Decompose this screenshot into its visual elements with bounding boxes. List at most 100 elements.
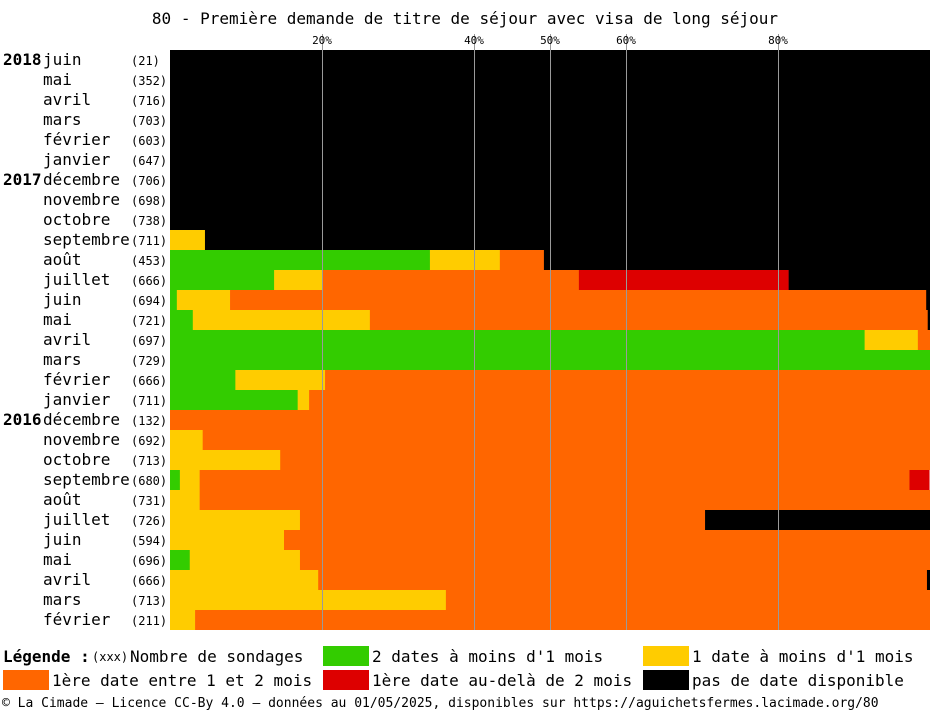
bar-segment-one_date [235,370,326,390]
month-label: août [43,490,82,509]
bar-segment-two_dates [170,290,178,310]
month-label: avril [43,330,91,349]
bar-segment-one_date [170,610,196,630]
count-label: (697) [131,334,167,348]
count-label: (698) [131,194,167,208]
bar-segment-one_two_months [299,510,706,530]
month-label: novembre [43,430,120,449]
year-label: 2017 [3,170,42,189]
count-label: (692) [131,434,167,448]
count-label: (603) [131,134,167,148]
bar-segment-one_two_months [917,330,930,350]
count-label: (729) [131,354,167,368]
bar-segment-beyond_two_months [578,270,789,290]
count-label: (211) [131,614,167,628]
legend-swatch-none [643,670,689,690]
stacked-bar-chart: 20% 40% 50% 60% 80%2018 juin (21)mai (352)avril… [3,34,930,630]
legend-swatch-one-two-months [3,670,49,690]
x-tick-label: 50% [540,34,560,47]
bar-segment-two_dates [170,470,181,490]
month-label: juillet [43,270,110,289]
chart-title: 80 - Première demande de titre de séjour… [151,9,779,28]
count-label: (731) [131,494,167,508]
count-label: (721) [131,314,167,328]
count-label: (594) [131,534,167,548]
month-label: mai [43,310,72,329]
bar-segment-two_dates [170,370,236,390]
legend-label-beyond-two-months: 1ère date au-delà de 2 mois [372,671,633,690]
legend-swatch-two-dates [323,646,369,666]
legend-label-one-two-months: 1ère date entre 1 et 2 mois [52,671,313,690]
bar-segment-two_dates [170,310,194,330]
bar-segment-one_two_months [199,490,930,510]
bar-segment-one_date [170,230,206,250]
bar-segment-one_two_months [318,570,928,590]
month-label: mars [43,590,82,609]
count-label: (666) [131,274,167,288]
bar-segment-one_two_months [280,450,930,470]
bar-segment-two_dates [170,390,298,410]
bar-segment-one_date [864,330,919,350]
bar-segment-one_two_months [195,610,930,630]
count-label: (713) [131,594,167,608]
month-label: avril [43,570,91,589]
bar-segment-two_dates [170,550,191,570]
month-label: septembre [43,470,130,489]
x-tick-label: 80% [768,34,788,47]
month-label: février [43,370,111,389]
legend-label-one-date: 1 date à moins d'1 mois [692,647,914,666]
bar-segment-one_date [170,570,319,590]
legend-heading: Légende : [3,647,90,666]
count-label: (738) [131,214,167,228]
x-tick-label: 60% [616,34,636,47]
month-label: novembre [43,190,120,209]
x-tick-label: 20% [312,34,332,47]
bar-segment-none [788,270,930,290]
month-label: février [43,610,111,629]
bar-segment-none [926,570,930,590]
count-label: (711) [131,394,167,408]
count-label: (706) [131,174,167,188]
bar-segment-one_date [170,490,200,510]
count-label: (352) [131,74,167,88]
month-label: janvier [43,150,111,169]
month-label: octobre [43,450,110,469]
count-label: (713) [131,454,167,468]
legend-count-label: Nombre de sondages [130,647,304,666]
bar-segment-one_two_months [202,430,930,450]
bar-segment-two_dates [170,330,865,350]
bar-segment-none [926,290,930,310]
bar-segment-one_date [170,450,281,470]
month-label: mai [43,550,72,569]
month-label: février [43,130,111,149]
count-label: (666) [131,574,167,588]
month-label: octobre [43,210,110,229]
bar-segment-one_date [189,550,301,570]
bar-segment-one_two_months [499,250,545,270]
legend-swatch-beyond-two-months [323,670,369,690]
bar-segment-one_date [176,290,231,310]
bar-segment-none [204,230,930,250]
month-label: juin [43,50,82,69]
bar-segment-one_two_months [325,370,930,390]
legend-label-none: pas de date disponible [692,671,904,690]
footer-credits: © La Cimade — Licence CC-By 4.0 — donnée… [2,696,879,711]
bar-segment-one_date [274,270,323,290]
bar-segment-one_two_months [199,470,910,490]
count-label: (647) [131,154,167,168]
legend-label-two-dates: 2 dates à moins d'1 mois [372,647,604,666]
bar-segment-one_date [192,310,371,330]
month-label: décembre [43,170,120,189]
count-label: (680) [131,474,167,488]
bar-segment-one_two_months [299,550,930,570]
month-label: juillet [43,510,110,529]
bar-segment-two_dates [170,270,275,290]
count-label: (132) [131,414,167,428]
bar-segment-one_date [297,390,310,410]
month-label: septembre [43,230,130,249]
bar-segment-two_dates [170,250,431,270]
x-tick-label: 40% [464,34,484,47]
month-label: juin [43,290,82,309]
bar-segment-one_date [429,250,501,270]
count-label: (726) [131,514,167,528]
